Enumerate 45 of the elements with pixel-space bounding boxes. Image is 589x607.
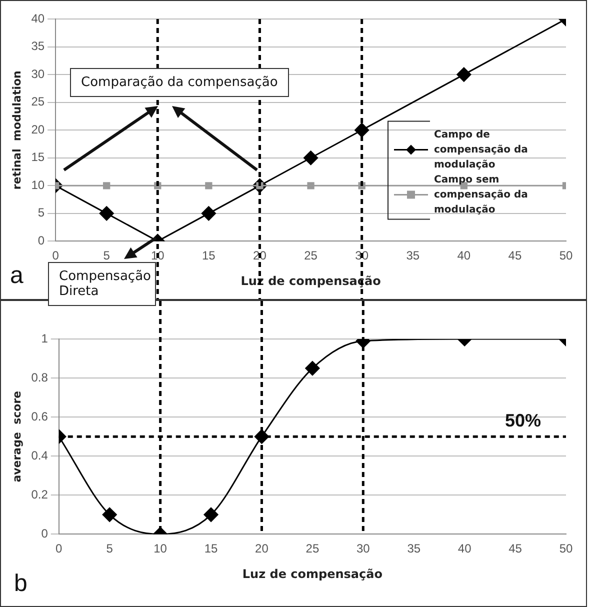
- x-axis-title: Luz de compensação: [242, 566, 382, 581]
- x-tick-label: 25: [306, 542, 320, 556]
- y-tick-label: 25: [31, 94, 45, 109]
- x-tick-label: 20: [255, 542, 269, 556]
- text: b: [14, 570, 28, 598]
- y-axis-title: retinal modulation: [10, 70, 24, 190]
- y-tick-label: 0: [38, 234, 45, 248]
- text: a: [10, 262, 24, 290]
- y-tick-label: 30: [31, 66, 45, 81]
- x-tick-label: 5: [106, 542, 114, 556]
- y-tick-label: 10: [31, 178, 45, 192]
- y-tick-label: 0.6: [31, 409, 48, 424]
- x-tick-label: 25: [304, 248, 318, 263]
- x-tick-label: 20: [253, 248, 267, 263]
- y-tick-label: 0.4: [31, 448, 48, 462]
- legend-label: Campo sem compensação da modulação: [434, 174, 528, 216]
- y-tick-label: 15: [31, 150, 45, 164]
- x-tick-label: 35: [407, 542, 421, 556]
- y-tick-label: 40: [31, 11, 45, 26]
- x-tick-label: 30: [356, 542, 370, 556]
- x-tick-label: 50: [559, 248, 573, 263]
- y-axis-title: average score: [10, 390, 24, 482]
- x-tick-label: 15: [202, 248, 216, 263]
- legend-label: Campo de compensação da modulação: [434, 129, 528, 170]
- y-tick-label: 20: [31, 122, 45, 136]
- x-tick-label: 5: [103, 248, 110, 263]
- x-tick-label: 45: [508, 542, 522, 556]
- x-tick-label: 50: [559, 542, 573, 556]
- x-tick-label: 35: [406, 248, 420, 263]
- ref-line-label: 50%: [504, 410, 541, 431]
- x-tick-label: 15: [204, 542, 218, 556]
- text: Compensação Direta: [48, 262, 156, 306]
- annotation: Comparação da compensação: [70, 68, 289, 97]
- x-tick-label: 10: [154, 542, 168, 556]
- y-tick-label: 0: [41, 526, 48, 541]
- y-tick-label: 5: [38, 206, 45, 220]
- x-tick-label: 45: [508, 248, 522, 263]
- y-tick-label: 0.2: [31, 487, 48, 502]
- x-tick-label: 0: [52, 248, 60, 263]
- x-tick-label: 40: [457, 248, 471, 263]
- y-tick-label: 35: [31, 39, 45, 54]
- y-tick-label: 0.8: [31, 370, 48, 384]
- x-tick-label: 0: [56, 542, 63, 556]
- x-tick-label: 40: [458, 542, 472, 556]
- y-tick-label: 1: [41, 331, 48, 346]
